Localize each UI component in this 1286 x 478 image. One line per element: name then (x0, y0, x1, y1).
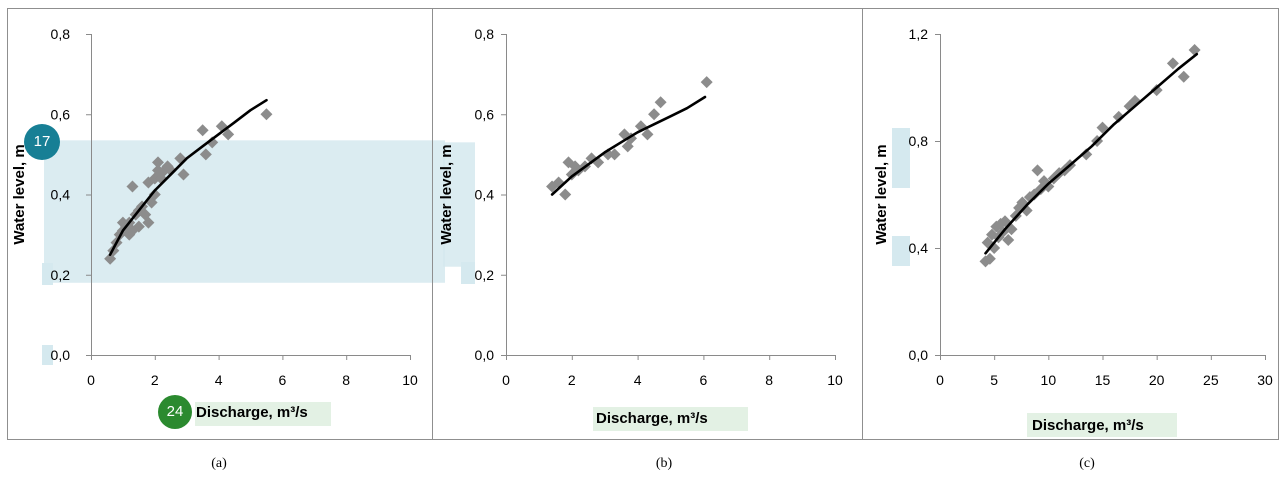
y-tick-label: 0,4 (475, 187, 495, 203)
y-tick-label: 0,2 (475, 267, 495, 283)
data-point (1002, 233, 1015, 246)
data-point (104, 252, 117, 265)
panel-frame (432, 8, 863, 440)
marker-badge-17: 17 (24, 124, 60, 160)
data-point (132, 220, 145, 233)
trendline (108, 98, 268, 256)
y-tick-label: 0,8 (475, 26, 495, 42)
y-tick-label: 0,4 (909, 240, 929, 256)
x-axis-label: Discharge, m³/s (596, 410, 708, 427)
y-axis-label: Water level, m (438, 144, 455, 244)
y-tick-label: 0,6 (51, 106, 71, 122)
x-tick-label: 5 (990, 372, 998, 388)
x-tick-label: 4 (634, 372, 642, 388)
x-tick-label: 10 (1041, 372, 1057, 388)
x-tick-label: 10 (402, 372, 418, 388)
x-tick-label: 0 (87, 372, 95, 388)
x-tick-label: 0 (936, 372, 944, 388)
x-tick-label: 30 (1257, 372, 1273, 388)
panel-frame (862, 8, 1279, 440)
data-point (206, 136, 219, 149)
data-point (196, 124, 209, 137)
trendline (550, 95, 707, 196)
x-axis-label: Discharge, m³/s (1032, 417, 1144, 434)
y-axis-label: Water level, m (11, 144, 28, 244)
marker-badge-24: 24 (158, 395, 192, 429)
tick-highlight (42, 345, 53, 365)
data-point (648, 108, 661, 121)
trendline (984, 52, 1199, 255)
panel-b-caption: (b) (655, 456, 673, 471)
data-point (1112, 110, 1125, 123)
data-point (1177, 70, 1190, 83)
y-tick-label: 0,2 (51, 267, 71, 283)
data-point (1080, 148, 1093, 161)
data-point (641, 128, 654, 141)
tick-highlight (461, 262, 475, 284)
tick-highlight (892, 128, 910, 188)
data-point (151, 156, 164, 169)
panel-a-caption: (a) (211, 456, 227, 471)
chart-panel-c: 0,0 0,4 0,8 1,2 0 5 10 15 20 25 30 Discharge, m³/s W… (862, 8, 1279, 440)
y-tick-label: 1,2 (909, 26, 929, 42)
x-tick-label: 25 (1203, 372, 1219, 388)
xlabel-highlight (593, 407, 748, 431)
chart-panel-b: 0,0 0,2 0,4 0,6 0,8 0 2 4 6 8 10 Discharge, m³/s Wat… (432, 8, 863, 440)
data-point (164, 164, 177, 177)
data-point (559, 188, 572, 201)
data-point (148, 188, 161, 201)
highlight-band (44, 140, 445, 283)
y-axis-label: Water level, m (873, 144, 890, 244)
data-point (142, 216, 155, 229)
x-tick-label: 6 (700, 372, 708, 388)
x-tick-label: 2 (151, 372, 159, 388)
data-point (1150, 84, 1163, 97)
y-tick-label: 0,0 (475, 347, 495, 363)
data-point (1166, 57, 1179, 70)
y-tick-label: 0,8 (909, 133, 929, 149)
x-tick-label: 20 (1149, 372, 1165, 388)
y-tick-label: 0,6 (475, 106, 495, 122)
x-tick-label: 15 (1095, 372, 1111, 388)
data-point (1188, 44, 1201, 57)
x-tick-label: 8 (342, 372, 350, 388)
data-point (1013, 201, 1026, 214)
data-point (654, 96, 667, 109)
x-tick-label: 2 (568, 372, 576, 388)
x-tick-label: 0 (502, 372, 510, 388)
xlabel-highlight (195, 402, 331, 426)
x-tick-label: 8 (765, 372, 773, 388)
x-tick-label: 6 (279, 372, 287, 388)
x-tick-label: 10 (827, 372, 843, 388)
data-point (1096, 121, 1109, 134)
data-point (634, 120, 647, 133)
data-point (177, 168, 190, 181)
y-tick-label: 0,8 (51, 26, 71, 42)
x-tick-label: 4 (215, 372, 223, 388)
data-point (1042, 180, 1055, 193)
data-point (1031, 164, 1044, 177)
y-tick-label: 0,0 (909, 347, 929, 363)
data-point (608, 148, 621, 161)
data-point (700, 76, 713, 89)
data-point (199, 148, 212, 161)
highlight-band (443, 142, 475, 267)
tick-highlight (42, 263, 53, 285)
data-point (1016, 196, 1029, 209)
y-tick-label: 0,0 (51, 347, 71, 363)
xlabel-highlight (1027, 413, 1177, 437)
y-tick-label: 0,4 (51, 187, 71, 203)
data-point (260, 108, 273, 121)
data-point (222, 128, 235, 141)
data-point (983, 252, 996, 265)
data-point (126, 180, 139, 193)
x-axis-label: Discharge, m³/s (196, 404, 308, 421)
panel-c-caption: (c) (1079, 456, 1095, 471)
data-point (215, 120, 228, 133)
tick-highlight (892, 236, 910, 266)
